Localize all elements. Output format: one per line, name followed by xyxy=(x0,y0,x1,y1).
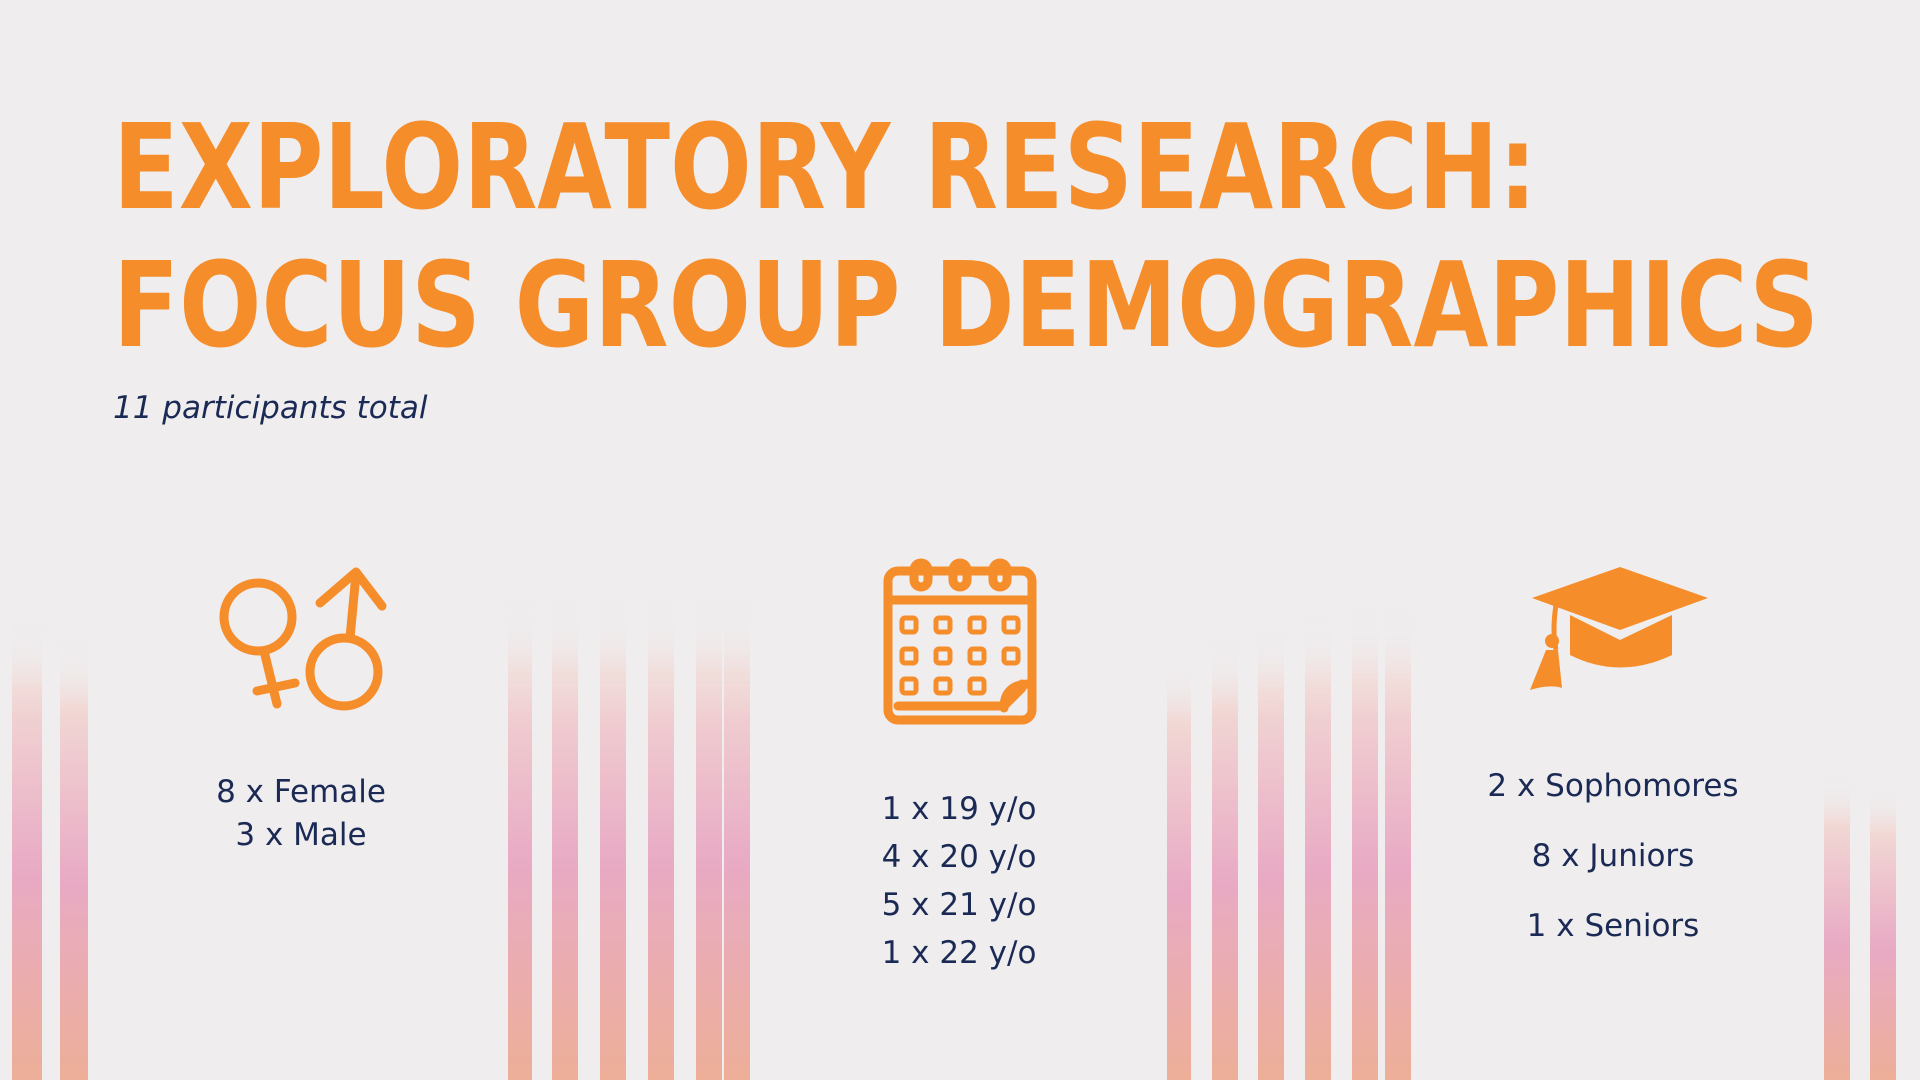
graduation-cap-icon xyxy=(1530,567,1708,690)
stat-line: 8 x Female xyxy=(216,774,386,810)
stat-line: 3 x Male xyxy=(235,817,366,853)
gender-icon xyxy=(219,567,387,711)
stat-line: 1 x 19 y/o xyxy=(882,791,1037,827)
stat-line: 4 x 20 y/o xyxy=(882,839,1037,875)
title-line: FOCUS GROUP DEMOGRAPHICS xyxy=(113,236,1819,374)
background-stripes xyxy=(12,600,1896,1080)
stat-line: 5 x 21 y/o xyxy=(882,887,1037,923)
stat-line: 8 x Juniors xyxy=(1532,838,1695,874)
columns: 8 x Female 3 x Male 1 x 19 y/o 4 x 20 y/o 5 … xyxy=(216,768,1739,971)
title-line: EXPLORATORY RESEARCH: xyxy=(113,98,1537,236)
subtitle: 11 participants total xyxy=(113,390,428,426)
stat-line: 1 x 22 y/o xyxy=(882,935,1037,971)
calendar-icon xyxy=(883,558,1037,725)
stat-line: 2 x Sophomores xyxy=(1487,768,1738,804)
stat-line: 1 x Seniors xyxy=(1527,908,1700,944)
